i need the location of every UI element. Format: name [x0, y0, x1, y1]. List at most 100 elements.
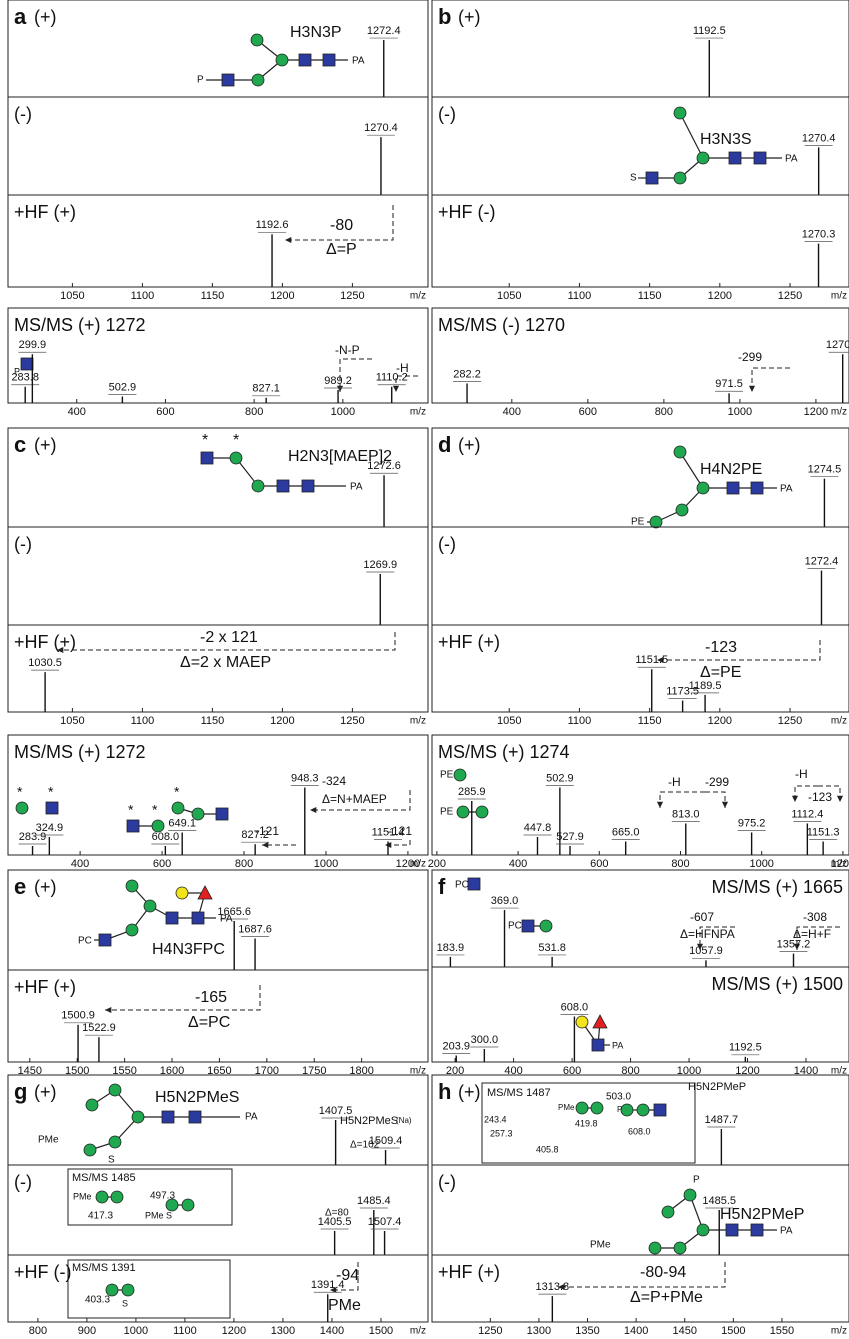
glycan-hexose [674, 1242, 686, 1254]
annotation: PC [508, 921, 522, 932]
glycan-hexnac [277, 480, 289, 492]
annotation: PA [785, 154, 798, 165]
figure: a(+)1272.4H3N3PPPA(-)1270.4+HF (+)1192.6… [0, 0, 849, 1339]
peak-label: 1485.5 [702, 1195, 736, 1207]
annotation: 405.8 [536, 1144, 559, 1154]
trace-label: +HF (+) [14, 632, 76, 652]
annotation: PA [245, 1112, 258, 1123]
glycan-hexose [576, 1016, 588, 1028]
x-unit: m/z [831, 1326, 847, 1337]
x-tick-label: 200 [428, 858, 446, 870]
annotation: * [202, 432, 208, 449]
annotation: H5N2PMeS [340, 1115, 398, 1127]
annotation: 243.4 [484, 1114, 507, 1124]
peak-label: 608.0 [152, 831, 180, 843]
peak-label: 1485.4 [357, 1195, 391, 1207]
x-tick-label: 600 [156, 406, 174, 418]
trace-label: +HF (+) [438, 1262, 500, 1282]
peak-label: 531.8 [538, 942, 566, 954]
glycan-hexose [662, 1206, 674, 1218]
glycan-hexose [96, 1191, 108, 1203]
x-tick-label: 1250 [778, 715, 802, 727]
glycan-hexose [86, 1099, 98, 1111]
glycan-hexose [674, 446, 686, 458]
annotation: * [152, 802, 158, 818]
glycan-hexose [476, 806, 488, 818]
trace-label: (+) [34, 435, 57, 455]
peak-label: 1030.5 [28, 657, 62, 669]
x-tick-label: 400 [68, 406, 86, 418]
glycan-hexnac [192, 912, 204, 924]
glycan-hexose [182, 1199, 194, 1211]
peak-label: 1522.9 [82, 1022, 116, 1034]
glycan-hexnac [99, 934, 111, 946]
x-tick-label: 1050 [497, 290, 521, 302]
annotation: Δ=102 [350, 1140, 380, 1151]
x-tick-label: 800 [671, 858, 689, 870]
x-tick-label: 800 [29, 1325, 47, 1337]
glycan-hexose [540, 920, 552, 932]
glycan-hexose [252, 480, 264, 492]
annotation: P [617, 1105, 622, 1114]
peak-label: 1151.5 [635, 654, 668, 666]
x-tick-label: 1200 [270, 715, 294, 727]
glycan-hexnac [646, 172, 658, 184]
annotation: -H [396, 361, 409, 375]
x-unit: m/z [410, 291, 426, 302]
x-tick-label: 800 [245, 406, 263, 418]
annotation: -80-94 [640, 1264, 686, 1281]
peak-label: 203.9 [442, 1040, 470, 1052]
glycan-hexose [144, 900, 156, 912]
annotation: -H [795, 767, 808, 781]
glycan-hexnac [166, 912, 178, 924]
annotation: 417.3 [88, 1211, 113, 1222]
peak-label: 1500.9 [61, 1010, 95, 1022]
x-tick-label: 1000 [728, 406, 752, 418]
x-tick-label: 1300 [271, 1325, 295, 1337]
x-tick-label: 400 [509, 858, 527, 870]
x-tick-label: 1200 [222, 1325, 246, 1337]
annotation: -H [668, 775, 681, 789]
annotation: Δ=P [326, 241, 357, 258]
trace-label: MS/MS (+) 1665 [711, 877, 843, 897]
glycan-hexnac [201, 452, 213, 464]
panel-letter: a [14, 4, 27, 29]
annotation: 403.3 [85, 1295, 110, 1306]
trace-label: (-) [438, 104, 456, 124]
trace-label: (-) [438, 534, 456, 554]
annotation: 608.0 [628, 1126, 651, 1136]
peak-label: 1270.4 [802, 132, 836, 144]
trace-label: (+) [34, 877, 57, 897]
x-tick-label: 1100 [568, 715, 592, 727]
annotation: Δ=N+MAEP [322, 792, 387, 806]
glycan-hexnac [592, 1039, 604, 1051]
x-unit: m/z [831, 859, 847, 870]
annotation: MS/MS 1391 [72, 1262, 136, 1274]
peak-label: 975.2 [738, 817, 766, 829]
glycan-hexnac [302, 480, 314, 492]
glycan-hexose [126, 924, 138, 936]
peak-label: 527.9 [556, 831, 584, 843]
x-tick-label: 1150 [201, 715, 225, 727]
annotation: PA [220, 914, 233, 925]
glycan-hexnac [189, 1111, 201, 1123]
glycan-hexose [276, 54, 288, 66]
x-tick-label: 1000 [124, 1325, 148, 1337]
annotation: S [122, 1298, 128, 1308]
x-tick-label: 1050 [60, 715, 84, 727]
peak-label: 1272.4 [367, 25, 401, 37]
x-tick-label: 1300 [527, 1325, 551, 1337]
peak-label: 649.1 [168, 817, 196, 829]
annotation: MS/MS 1485 [72, 1172, 136, 1184]
x-tick-label: 1150 [638, 290, 662, 302]
glycan-hexnac [726, 1224, 738, 1236]
trace-label: MS/MS (+) 1274 [438, 742, 570, 762]
x-tick-label: 800 [235, 858, 253, 870]
glycan-hexnac [754, 152, 766, 164]
annotation: PA [350, 482, 363, 493]
glycan-hexose [674, 172, 686, 184]
trace-label: MS/MS (+) 1500 [711, 974, 843, 994]
annotation: PC [78, 936, 92, 947]
annotation: -2 x 121 [200, 629, 258, 646]
x-tick-label: 1550 [770, 1325, 794, 1337]
